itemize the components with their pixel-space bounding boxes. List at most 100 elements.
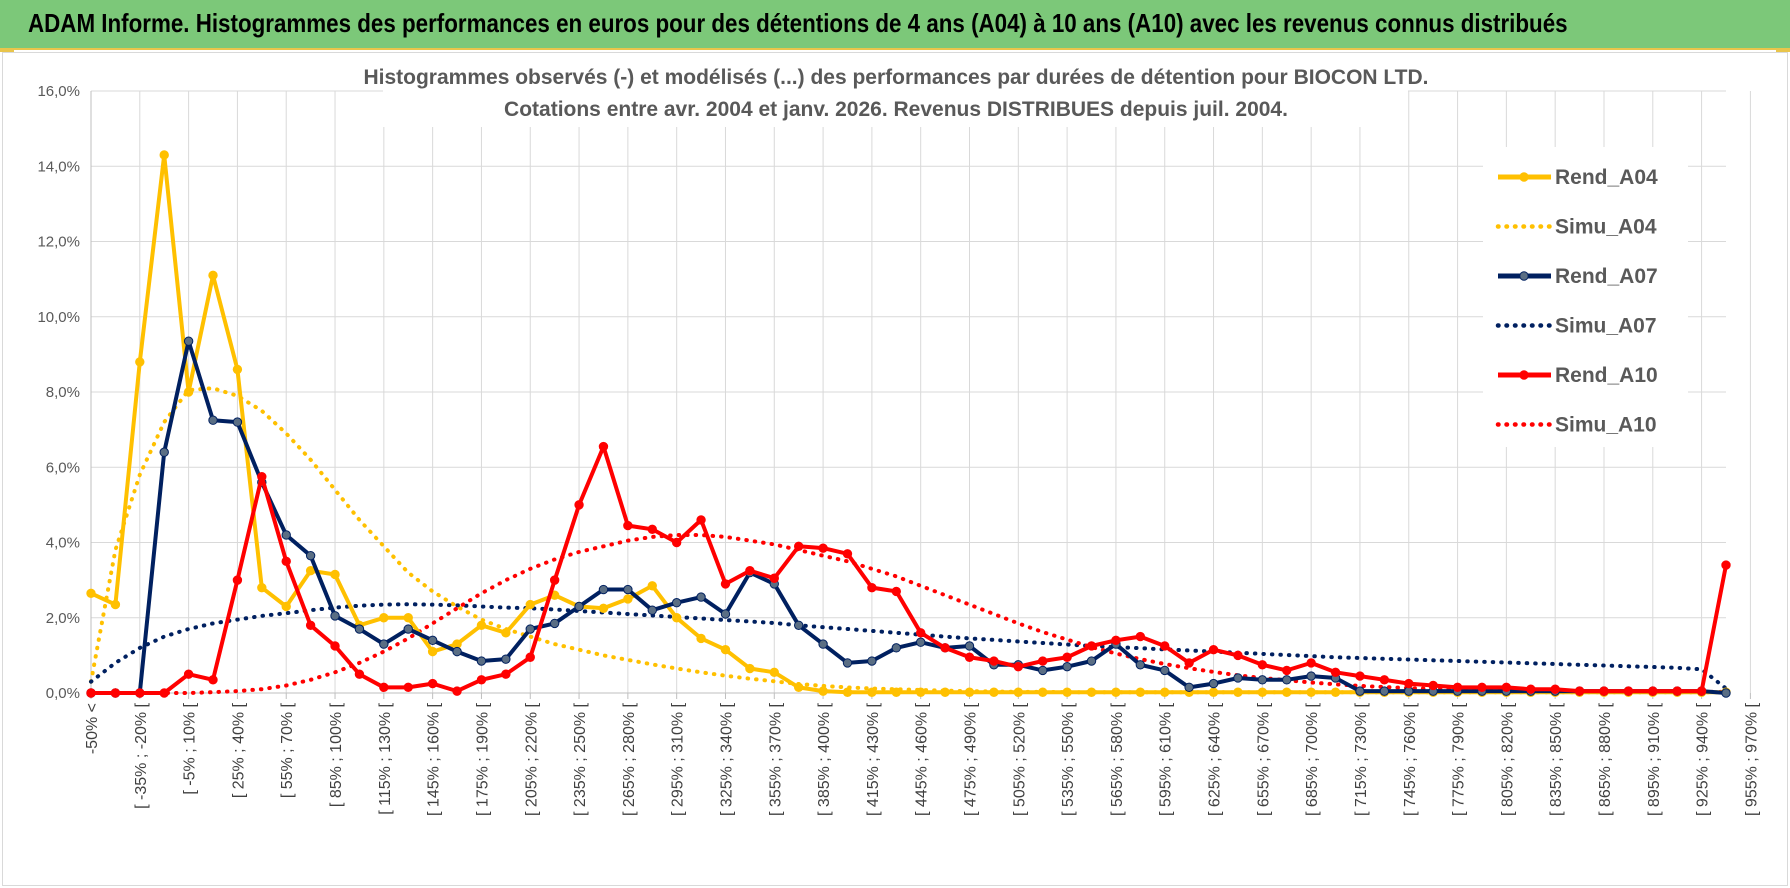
y-tick-label: 16,0%: [37, 83, 80, 100]
series-line-rend-a10: [91, 444, 1728, 695]
data-point-rend-a04: [745, 663, 755, 674]
data-point-rend-a07: [208, 415, 218, 425]
data-point-rend-a10: [1330, 667, 1341, 678]
data-point-rend-a10: [1184, 658, 1194, 668]
banner-title: ADAM Informe. Histogrammes des performan…: [28, 8, 1568, 38]
data-point-rend-a07: [476, 656, 487, 666]
data-point-rend-a10: [696, 515, 706, 525]
data-point-rend-a10: [549, 575, 560, 585]
x-tick-label: [ 655% ; 670% [: [1255, 702, 1272, 816]
x-tick-label: [ 415% ; 430% [: [865, 702, 882, 816]
data-point-rend-a10: [1526, 684, 1536, 694]
data-point-rend-a04: [696, 633, 706, 644]
report-banner: ADAM Informe. Histogrammes des performan…: [0, 0, 1790, 50]
legend-label-rend-a10: Rend_A10: [1555, 364, 1658, 387]
data-point-rend-a04: [135, 357, 145, 367]
data-point-rend-a07: [867, 656, 877, 666]
data-point-rend-a10: [1721, 560, 1731, 570]
data-point-rend-a04: [1282, 687, 1292, 697]
y-tick-labels: 0,0% 2,0% 4,0% 6,0% 8,0% 10,0% 12,0% 14,0% 16,0%: [37, 83, 80, 702]
data-point-rend-a04: [501, 628, 511, 638]
data-point-rend-a07: [671, 598, 682, 608]
y-tick-label: 4,0%: [46, 535, 80, 552]
legend-label-rend-a04: Rend_A04: [1555, 166, 1658, 189]
data-point-rend-a04: [110, 599, 121, 610]
data-point-rend-a07: [354, 624, 365, 634]
chart-title-line-1: Histogrammes observés (-) et modélisés (…: [363, 66, 1428, 89]
data-point-rend-a10: [671, 537, 682, 548]
data-point-rend-a07: [1086, 656, 1097, 666]
x-tick-label: [ 505% ; 520% [: [1011, 702, 1028, 816]
data-point-rend-a10: [1013, 661, 1024, 672]
data-point-rend-a07: [1038, 665, 1048, 676]
data-point-rend-a07: [818, 639, 828, 649]
data-point-rend-a07: [452, 646, 462, 657]
data-point-rend-a10: [110, 688, 121, 698]
x-tick-label: [ 265% ; 280% [: [621, 702, 638, 816]
data-point-rend-a04: [232, 364, 243, 375]
x-tick-label: [ 475% ; 490% [: [963, 702, 980, 816]
data-point-rend-a04: [720, 645, 731, 655]
x-tick-label: [ 325% ; 340% [: [718, 702, 735, 816]
data-point-rend-a04: [476, 620, 487, 630]
data-point-rend-a10: [183, 669, 194, 679]
data-point-rend-a07: [916, 637, 926, 647]
data-point-rend-a10: [1648, 686, 1658, 696]
title-background: [383, 59, 1408, 127]
data-point-rend-a10: [1282, 665, 1292, 676]
x-tick-label: [ 115% ; 130% [: [377, 702, 394, 814]
x-tick-label: [ 205% ; 220% [: [523, 702, 540, 816]
data-point-rend-a10: [305, 620, 316, 630]
data-point-rend-a04: [818, 686, 828, 696]
x-tick-label: [ 235% ; 250% [: [572, 702, 589, 816]
data-point-rend-a07: [501, 654, 511, 664]
x-tick-label: [ 775% ; 790% [: [1451, 702, 1468, 816]
data-point-rend-a04: [769, 667, 779, 678]
data-point-rend-a07: [647, 605, 657, 615]
y-tick-label: 0,0%: [46, 685, 80, 702]
data-point-rend-a10: [86, 688, 96, 698]
data-point-rend-a10: [330, 641, 340, 651]
data-point-rend-a10: [1623, 686, 1634, 696]
data-point-rend-a10: [208, 675, 218, 685]
data-point-rend-a07: [281, 530, 291, 540]
data-point-rend-a07: [696, 592, 706, 602]
x-tick-label: [ 85% ; 100% [: [328, 702, 345, 807]
x-tick-label: [ 745% ; 760% [: [1402, 702, 1419, 816]
data-point-rend-a10: [1599, 686, 1609, 696]
data-point-rend-a10: [354, 669, 365, 679]
data-point-rend-a10: [842, 549, 853, 559]
banner-corner-right: [1776, 48, 1790, 52]
x-tick-label: [ 685% ; 700% [: [1304, 702, 1321, 816]
x-tick-label: [ 55% ; 70% [: [279, 702, 296, 798]
data-point-rend-a04: [1013, 687, 1024, 697]
banner-corner-left: [0, 48, 14, 52]
data-point-rend-a10: [232, 575, 243, 585]
data-point-rend-a10: [1160, 641, 1170, 651]
data-point-rend-a04: [940, 687, 950, 697]
data-point-rend-a10: [574, 500, 584, 510]
data-point-rend-a07: [1062, 661, 1072, 672]
data-point-rend-a07: [379, 639, 389, 649]
data-point-rend-a04: [159, 150, 169, 160]
data-point-rend-a04: [1208, 687, 1219, 697]
data-point-rend-a10: [940, 643, 950, 653]
data-point-rend-a04: [793, 682, 804, 693]
data-point-rend-a10: [1452, 682, 1463, 693]
x-tick-label: [ 535% ; 550% [: [1060, 702, 1077, 816]
data-point-rend-a10: [1477, 682, 1487, 693]
data-point-rend-a04: [330, 569, 340, 580]
histogram-chart: 0,0% 2,0% 4,0% 6,0% 8,0% 10,0% 12,0% 14,0% 16,0%…: [37, 59, 1760, 816]
data-point-rend-a04: [1233, 687, 1243, 697]
data-point-rend-a04: [86, 588, 96, 598]
data-point-rend-a07: [842, 658, 853, 668]
data-point-rend-a07: [183, 336, 194, 346]
x-tick-label: [ 25% ; 40% [: [230, 702, 247, 798]
data-point-rend-a04: [281, 601, 291, 612]
data-point-rend-a04: [208, 270, 218, 281]
chart-title-line-2: Cotations entre avr. 2004 et janv. 2026.…: [504, 98, 1288, 121]
data-point-rend-a04: [1306, 687, 1316, 697]
x-tick-label: [ 715% ; 730% [: [1353, 702, 1370, 816]
data-point-rend-a10: [818, 543, 828, 553]
